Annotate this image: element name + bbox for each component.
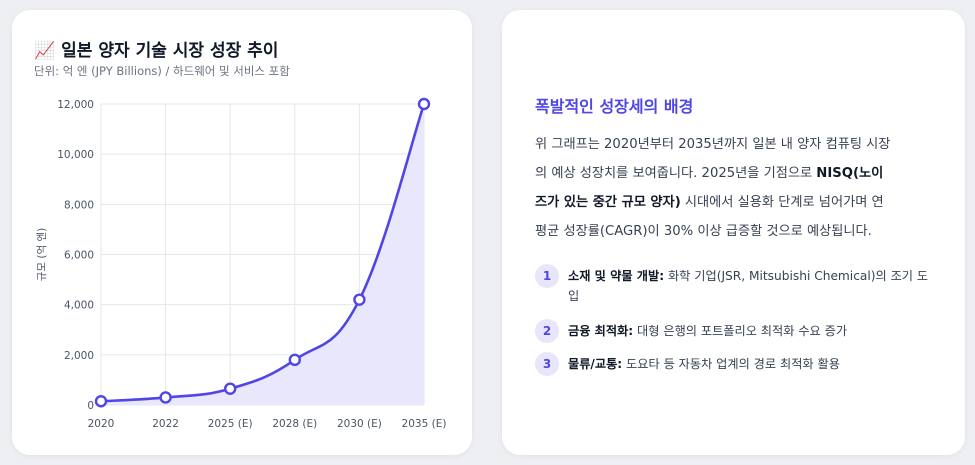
x-tick-label: 2025 (E) [208,418,253,430]
x-tick-label: 2028 (E) [272,418,317,430]
y-axis-label: 규모 (억 엔) [36,228,48,282]
factor-desc: 도요타 등 자동차 업계의 경로 최적화 활용 [622,357,840,371]
chart-card: 📈 일본 양자 기술 시장 성장 추이 단위: 억 엔 (JPY Billions… [12,10,472,455]
body-text: 의 예상 성장치를 보여줍니다. 2025년을 기점으로 [535,166,817,181]
data-point [94,395,108,408]
series-area [101,104,424,405]
info-body-line-3: 즈가 있는 중간 규모 양자) 시대에서 실용화 단계로 넘어가며 연 [535,188,945,217]
factor-label: 물류/교통: [568,357,623,371]
factor-text: 물류/교통: 도요타 등 자동차 업계의 경로 최적화 활용 [568,354,933,374]
nisq-highlight: 즈가 있는 중간 규모 양자) [535,195,681,210]
factor-label: 소재 및 약물 개발: [568,269,665,283]
y-tick-label: 2,000 [64,350,94,362]
data-point [223,382,237,395]
factor-label: 금융 최적화: [568,324,634,338]
y-tick-label: 12,000 [57,99,94,111]
data-point [288,353,301,367]
info-body-line-2: 의 예상 성장치를 보여줍니다. 2025년을 기점으로 NISQ(노이 [535,159,945,188]
body-text: 평균 성장률(CAGR)이 30% 이상 급증할 것으로 예상됩니다. [535,224,872,239]
y-tick-label: 0 [87,400,94,412]
x-tick-label: 2022 [152,418,179,430]
chart-up-icon: 📈 [34,41,56,61]
factor-number-badge: 3 [535,352,559,376]
data-point [417,97,431,111]
info-card: 폭발적인 성장세의 배경 위 그래프는 2020년부터 2035년까지 일본 내… [502,10,965,455]
chart-subtitle: 단위: 억 엔 (JPY Billions) / 하드웨어 및 서비스 포함 [34,64,290,78]
factor-text: 금융 최적화: 대형 은행의 포트폴리오 최적화 수요 증가 [568,321,933,341]
market-growth-chart: 0 2,000 4,000 6,000 8,000 10,000 12,000 2020 202… [36,97,447,430]
x-tick-label: 2035 (E) [402,418,447,430]
y-tick-label: 10,000 [57,149,94,161]
body-text: 위 그래프는 2020년부터 2035년까지 일본 내 양자 컴퓨팅 시장 [535,137,891,152]
body-text: 시대에서 실용화 단계로 넘어가며 연 [680,195,884,210]
chart-title-text: 일본 양자 기술 시장 성장 추이 [61,41,279,61]
data-point [159,391,172,404]
info-body-line-4: 평균 성장률(CAGR)이 30% 이상 급증할 것으로 예상됩니다. [535,217,945,246]
factor-desc: 대형 은행의 포트폴리오 최적화 수요 증가 [633,324,848,338]
y-tick-label: 4,000 [64,300,94,312]
x-tick-label: 2020 [88,418,115,430]
chart-title: 📈 일본 양자 기술 시장 성장 추이 [34,36,278,61]
x-tick-label: 2030 (E) [337,418,382,430]
y-tick-label: 6,000 [64,250,94,262]
factor-number-badge: 1 [535,264,559,288]
factor-desc: 화학 기업(JSR, Mitsubishi Chemical)의 조기 도입 [568,269,929,303]
factor-number-badge: 2 [535,319,559,343]
factor-text: 소재 및 약물 개발: 화학 기업(JSR, Mitsubishi Chemic… [568,266,933,306]
info-body-line-1: 위 그래프는 2020년부터 2035년까지 일본 내 양자 컴퓨팅 시장 [535,130,945,159]
y-tick-label: 8,000 [64,199,94,211]
info-body: 위 그래프는 2020년부터 2035년까지 일본 내 양자 컴퓨팅 시장 의 … [535,130,945,246]
nisq-highlight: NISQ(노이 [816,166,884,181]
data-point [353,293,366,306]
info-title: 폭발적인 성장세의 배경 [535,97,694,116]
